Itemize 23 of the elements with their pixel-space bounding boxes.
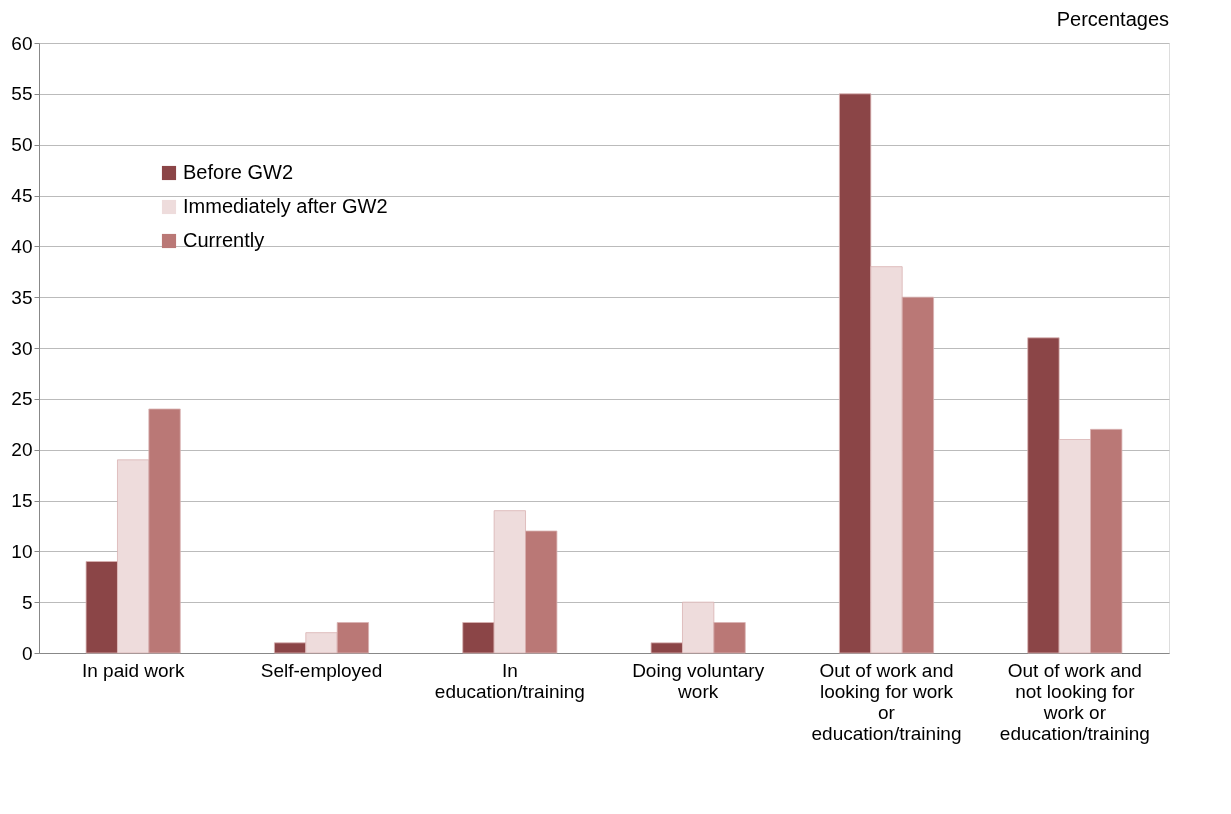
x-tick-label: In education/training — [434, 659, 585, 702]
x-tick-label: Doing voluntary work — [632, 659, 765, 702]
y-tick-label: 55 — [11, 83, 33, 105]
y-tick-label: 10 — [11, 540, 33, 562]
y-tick-label: 35 — [11, 286, 33, 308]
x-tick-label: Out of work and looking for work or education/training — [811, 659, 962, 744]
y-tick-label: 60 — [11, 32, 33, 54]
y-tick-label: 20 — [11, 439, 33, 461]
legend-label: Currently — [183, 229, 265, 251]
y-tick-label: 40 — [11, 235, 33, 257]
y-tick-label: 5 — [21, 591, 33, 613]
y-tick-label: 50 — [11, 134, 33, 156]
x-tick-label: Self-employed — [260, 659, 383, 681]
y-tick-label: 45 — [11, 185, 33, 206]
x-tick-label: Out of work and not looking for work or education/training — [999, 659, 1150, 744]
y-tick-label: 15 — [11, 490, 33, 511]
y-axis-title: Percentages — [1056, 8, 1169, 30]
y-tick-label: 25 — [11, 388, 33, 410]
y-tick-label: 30 — [11, 337, 33, 359]
legend-label: Immediately after GW2 — [183, 195, 388, 217]
y-tick-label: 0 — [21, 642, 33, 664]
x-tick-label: In paid work — [81, 659, 185, 681]
legend-label: Before GW2 — [183, 161, 294, 183]
